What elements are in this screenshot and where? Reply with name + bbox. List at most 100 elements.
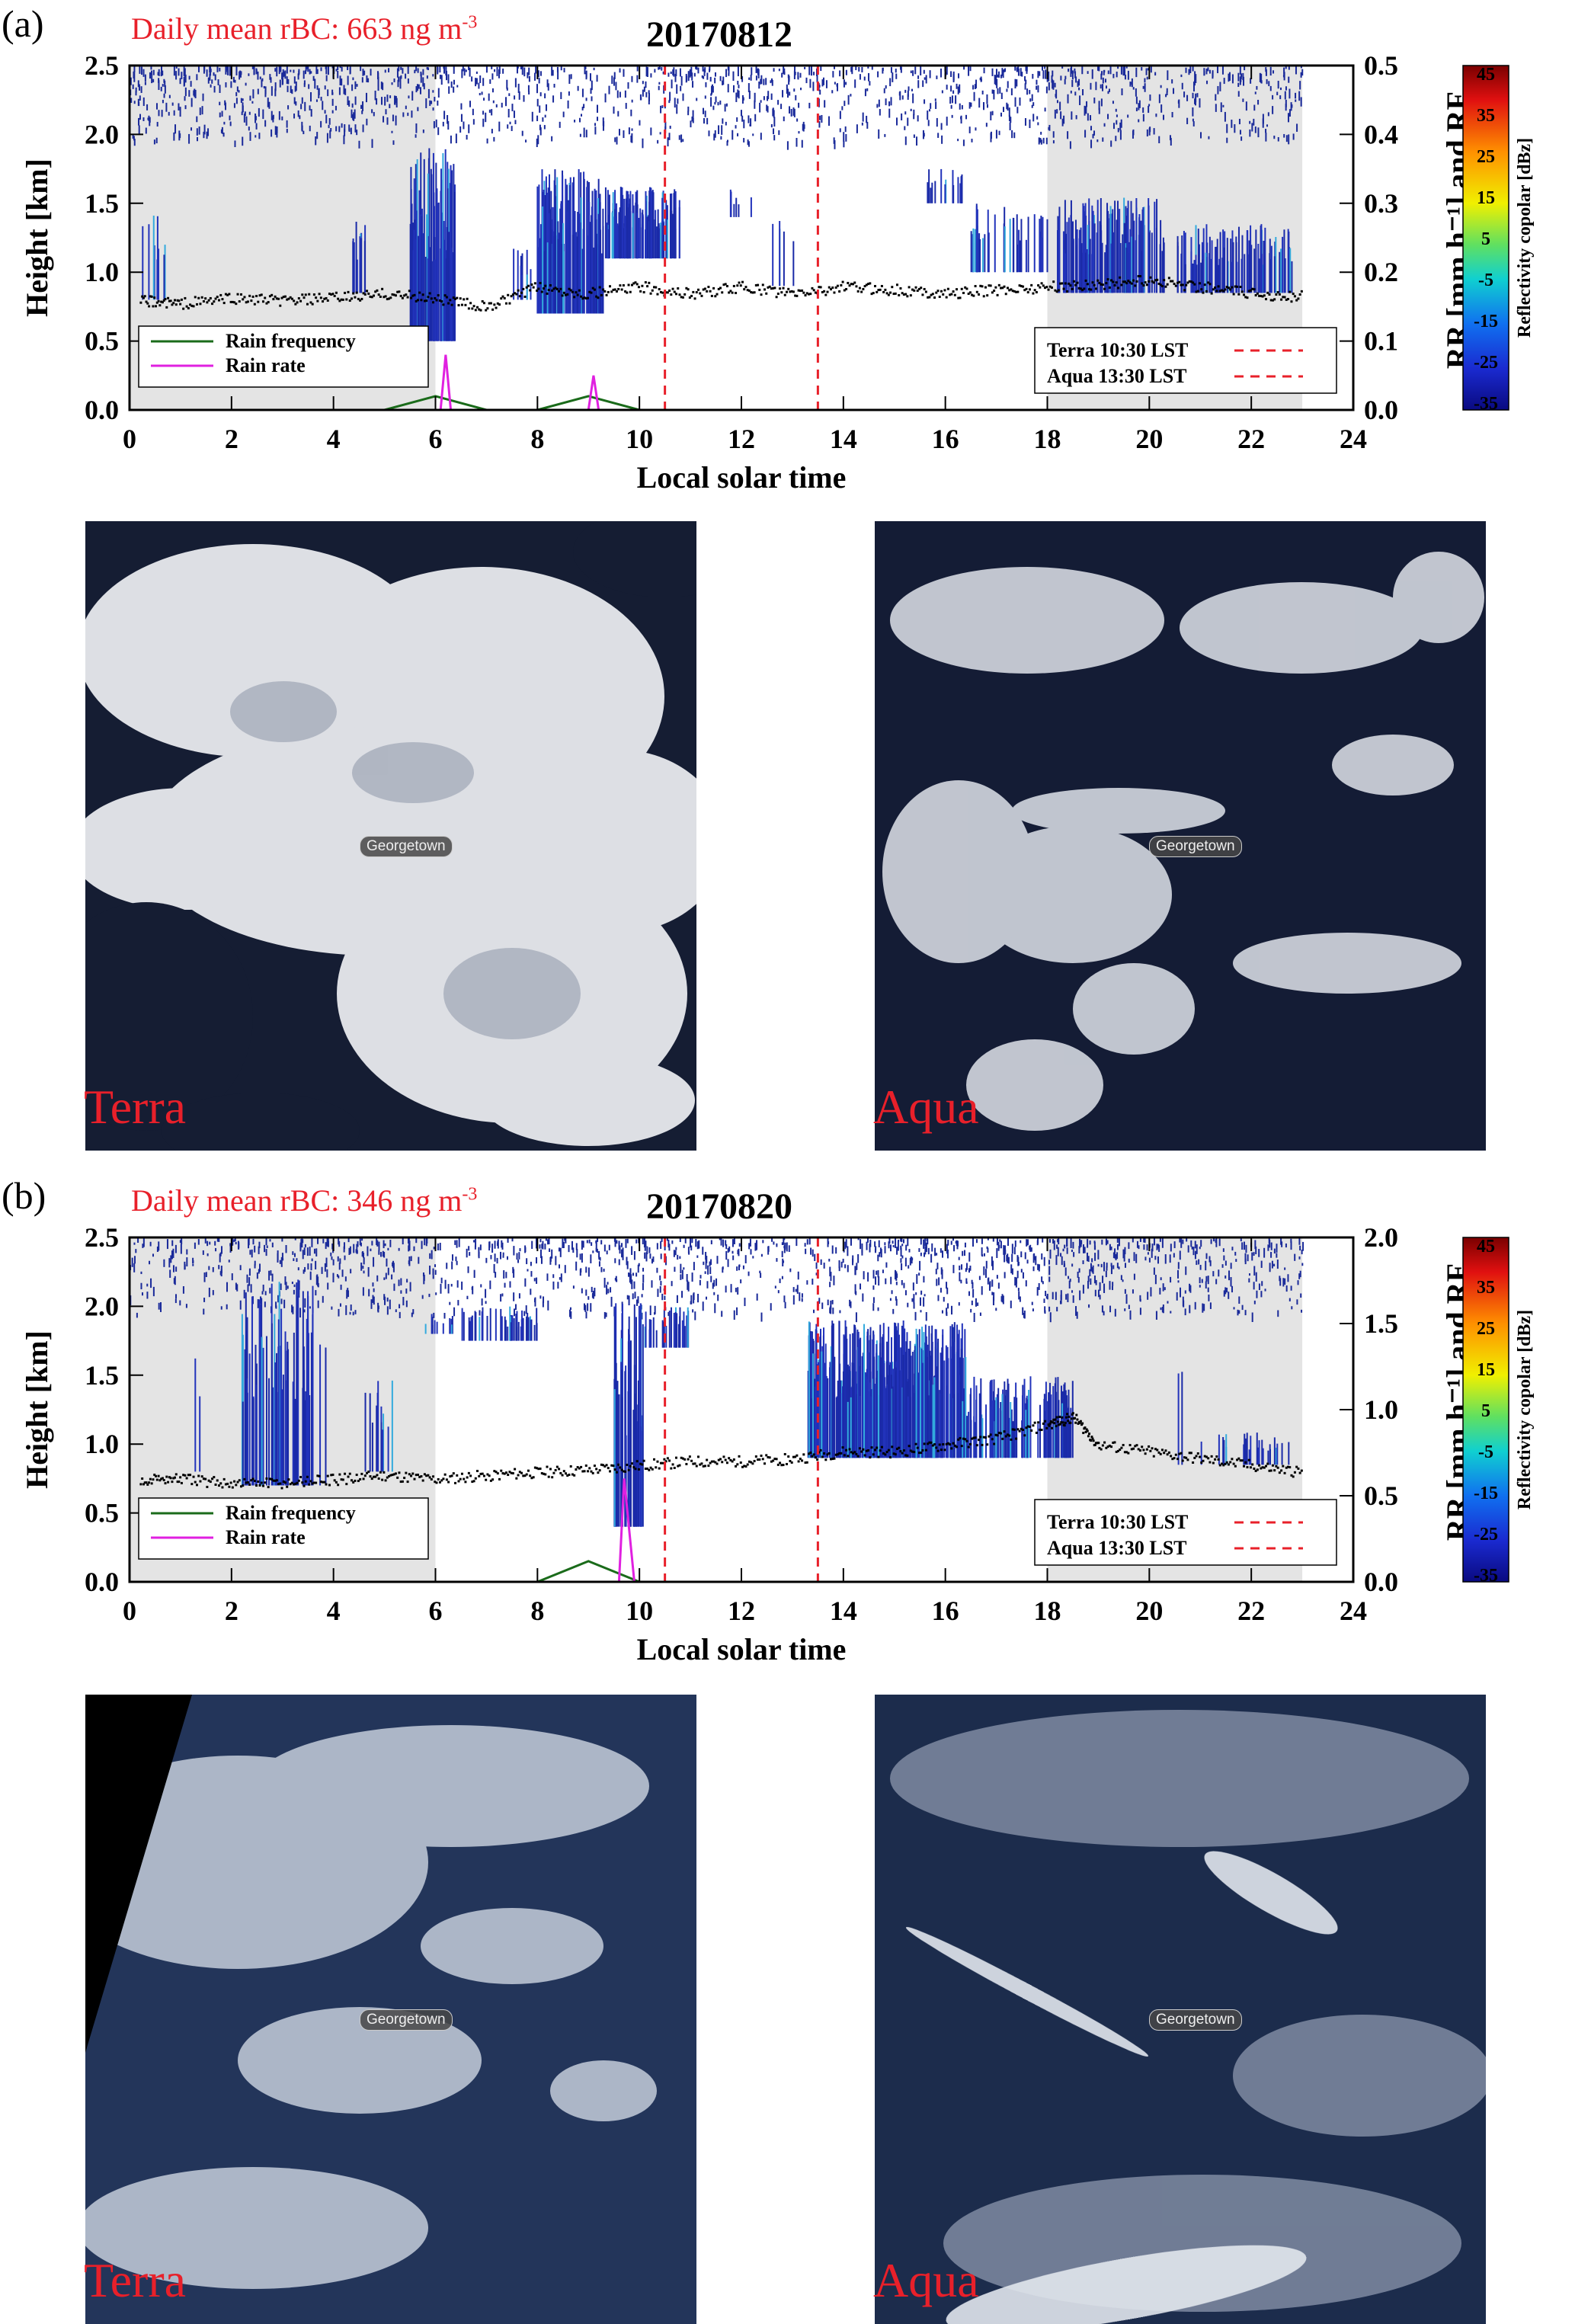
noise-point bbox=[428, 89, 430, 98]
noise-point bbox=[295, 86, 296, 92]
cloud-base-point bbox=[1241, 290, 1244, 293]
noise-point bbox=[519, 1293, 520, 1298]
cloud-base-point bbox=[331, 293, 334, 295]
noise-point bbox=[206, 1272, 207, 1277]
x-axis-label: Local solar time bbox=[637, 460, 847, 495]
noise-point bbox=[230, 122, 232, 126]
noise-point bbox=[1285, 1244, 1287, 1247]
noise-point bbox=[811, 66, 812, 75]
noise-point bbox=[850, 94, 851, 97]
noise-point bbox=[392, 82, 393, 85]
noise-point bbox=[1025, 1252, 1026, 1259]
noise-point bbox=[582, 88, 584, 97]
noise-point bbox=[843, 1259, 844, 1263]
noise-point bbox=[203, 1250, 204, 1255]
noise-point bbox=[1212, 1271, 1214, 1276]
noise-point bbox=[496, 104, 498, 107]
cloud-base-point bbox=[356, 292, 358, 294]
noise-point bbox=[534, 73, 536, 81]
noise-point bbox=[252, 1239, 254, 1244]
noise-point bbox=[560, 1248, 562, 1257]
noise-point bbox=[1119, 123, 1121, 130]
cloud-base-point bbox=[219, 294, 222, 296]
noise-point bbox=[386, 1259, 387, 1267]
cloud-base-point bbox=[152, 305, 154, 307]
noise-point bbox=[153, 1287, 155, 1296]
cloud-base-point bbox=[895, 293, 897, 295]
noise-point bbox=[326, 1269, 328, 1278]
cloud-base-point bbox=[721, 291, 723, 293]
cloud-base-point bbox=[840, 284, 842, 286]
noise-point bbox=[238, 90, 240, 92]
noise-point bbox=[1202, 1279, 1203, 1283]
noise-point bbox=[940, 1248, 942, 1253]
cloud-base-point bbox=[733, 285, 735, 287]
noise-point bbox=[534, 1298, 536, 1307]
noise-point bbox=[1167, 70, 1168, 80]
noise-point bbox=[671, 72, 672, 74]
cloud-base-point bbox=[237, 293, 239, 296]
noise-point bbox=[1138, 120, 1139, 123]
noise-point bbox=[884, 134, 885, 137]
cloud-base-point bbox=[197, 297, 200, 299]
noise-point bbox=[348, 1248, 350, 1255]
noise-point bbox=[1215, 1239, 1217, 1243]
cloud-base-point bbox=[1073, 280, 1075, 283]
noise-point bbox=[926, 1312, 927, 1321]
cloud-base-point bbox=[942, 293, 944, 296]
noise-point bbox=[271, 77, 272, 82]
noise-point bbox=[657, 140, 658, 144]
noise-point bbox=[203, 66, 205, 72]
noise-point bbox=[210, 85, 212, 88]
noise-point bbox=[451, 82, 453, 88]
noise-point bbox=[485, 1289, 486, 1298]
cloud-base-point bbox=[306, 303, 309, 306]
noise-point bbox=[1065, 1267, 1067, 1276]
noise-point bbox=[732, 72, 734, 81]
noise-point bbox=[360, 1263, 362, 1271]
noise-point bbox=[248, 1277, 250, 1285]
cloud-base-point bbox=[884, 289, 886, 291]
noise-point bbox=[188, 90, 190, 97]
noise-point bbox=[783, 71, 784, 74]
noise-point bbox=[1301, 1310, 1302, 1313]
noise-point bbox=[142, 1292, 143, 1295]
noise-point bbox=[261, 79, 262, 87]
noise-point bbox=[923, 1297, 924, 1306]
noise-point bbox=[591, 88, 592, 94]
noise-point bbox=[1217, 86, 1218, 94]
noise-point bbox=[604, 1278, 606, 1288]
cloud-base-point bbox=[151, 1482, 153, 1484]
noise-point bbox=[491, 109, 492, 115]
noise-point bbox=[761, 1254, 763, 1257]
noise-point bbox=[863, 113, 864, 122]
noise-point bbox=[720, 136, 722, 140]
noise-point bbox=[789, 1269, 791, 1272]
noise-point bbox=[928, 120, 930, 126]
noise-point bbox=[924, 99, 925, 104]
noise-point bbox=[353, 1244, 354, 1253]
noise-point bbox=[1183, 91, 1185, 98]
noise-point bbox=[590, 1254, 591, 1263]
x-tick-label: 2 bbox=[225, 424, 238, 454]
noise-point bbox=[1085, 106, 1087, 114]
noise-point bbox=[143, 69, 145, 77]
noise-point bbox=[433, 107, 434, 110]
noise-point bbox=[789, 1245, 790, 1252]
cloud-base-point bbox=[243, 296, 245, 298]
noise-point bbox=[892, 1290, 893, 1294]
noise-point bbox=[519, 91, 520, 100]
noise-point bbox=[1295, 93, 1296, 99]
cloud-base-point bbox=[240, 293, 242, 296]
noise-point bbox=[722, 77, 724, 85]
noise-point bbox=[1071, 91, 1072, 94]
noise-point bbox=[1296, 1299, 1298, 1304]
noise-point bbox=[690, 120, 691, 127]
noise-point bbox=[1039, 1283, 1040, 1290]
noise-point bbox=[429, 101, 431, 106]
cloud-base-point bbox=[517, 290, 520, 292]
noise-point bbox=[1280, 88, 1282, 90]
noise-point bbox=[1293, 133, 1295, 139]
noise-point bbox=[1087, 1281, 1089, 1288]
noise-point bbox=[738, 1265, 740, 1270]
